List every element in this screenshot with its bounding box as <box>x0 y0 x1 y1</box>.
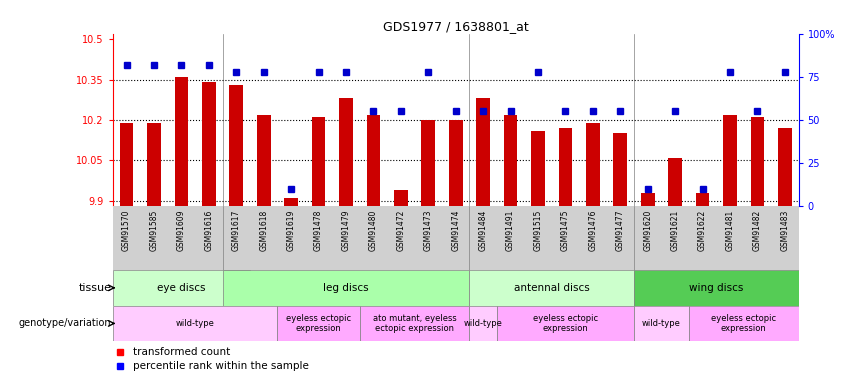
Bar <box>751 117 764 206</box>
Text: eyeless ectopic
expression: eyeless ectopic expression <box>711 314 776 333</box>
Bar <box>778 128 792 206</box>
Bar <box>634 270 799 306</box>
Bar <box>723 115 737 206</box>
Text: GSM91474: GSM91474 <box>451 209 460 251</box>
Bar <box>359 306 470 341</box>
Text: GSM91617: GSM91617 <box>232 209 240 251</box>
Bar <box>696 193 709 206</box>
Bar <box>202 82 216 206</box>
Bar <box>394 190 408 206</box>
Bar <box>312 117 326 206</box>
Text: eyeless ectopic
expression: eyeless ectopic expression <box>533 314 598 333</box>
Text: GSM91480: GSM91480 <box>369 209 378 251</box>
Bar <box>339 99 352 206</box>
Text: GSM91491: GSM91491 <box>506 209 515 251</box>
Text: wild-type: wild-type <box>175 319 214 328</box>
Text: GSM91477: GSM91477 <box>615 209 625 251</box>
Bar <box>113 306 278 341</box>
Bar <box>229 85 243 206</box>
Bar <box>503 115 517 206</box>
Bar <box>113 270 250 306</box>
Bar <box>634 306 689 341</box>
Text: GSM91478: GSM91478 <box>314 209 323 251</box>
Text: wild-type: wild-type <box>464 319 503 328</box>
Text: wing discs: wing discs <box>689 283 744 293</box>
Bar <box>614 134 627 206</box>
Bar <box>222 270 470 306</box>
Bar <box>559 128 572 206</box>
Text: GSM91619: GSM91619 <box>286 209 296 251</box>
Text: tissue: tissue <box>78 283 111 293</box>
Bar <box>470 270 634 306</box>
Bar <box>668 158 682 206</box>
Title: GDS1977 / 1638801_at: GDS1977 / 1638801_at <box>383 20 529 33</box>
Text: GSM91515: GSM91515 <box>534 209 542 251</box>
Text: GSM91473: GSM91473 <box>424 209 433 251</box>
Bar <box>120 123 134 206</box>
Bar <box>366 115 380 206</box>
Bar <box>257 115 271 206</box>
Text: transformed count: transformed count <box>134 347 231 357</box>
Text: GSM91570: GSM91570 <box>122 209 131 251</box>
Bar <box>285 198 298 206</box>
Text: GSM91618: GSM91618 <box>260 209 268 251</box>
Text: eye discs: eye discs <box>157 283 206 293</box>
Bar <box>470 306 496 341</box>
Bar <box>641 193 654 206</box>
Bar <box>174 77 188 206</box>
Bar <box>449 120 463 206</box>
Text: GSM91620: GSM91620 <box>643 209 652 251</box>
Text: GSM91621: GSM91621 <box>671 209 680 251</box>
Bar <box>422 120 435 206</box>
Text: GSM91616: GSM91616 <box>204 209 214 251</box>
Bar <box>496 306 634 341</box>
Bar <box>477 99 490 206</box>
Bar <box>531 131 545 206</box>
Text: ato mutant, eyeless
ectopic expression: ato mutant, eyeless ectopic expression <box>372 314 457 333</box>
Bar <box>689 306 799 341</box>
Text: GSM91609: GSM91609 <box>177 209 186 251</box>
Text: eyeless ectopic
expression: eyeless ectopic expression <box>286 314 352 333</box>
Bar <box>148 123 161 206</box>
Text: GSM91476: GSM91476 <box>589 209 597 251</box>
Text: GSM91475: GSM91475 <box>561 209 570 251</box>
Text: antennal discs: antennal discs <box>514 283 589 293</box>
Text: GSM91479: GSM91479 <box>341 209 351 251</box>
Bar <box>586 123 600 206</box>
Text: percentile rank within the sample: percentile rank within the sample <box>134 361 309 371</box>
Text: GSM91482: GSM91482 <box>753 209 762 251</box>
Text: GSM91472: GSM91472 <box>397 209 405 251</box>
Text: GSM91483: GSM91483 <box>780 209 789 251</box>
Text: genotype/variation: genotype/variation <box>19 318 111 328</box>
Text: GSM91585: GSM91585 <box>149 209 159 251</box>
Text: GSM91622: GSM91622 <box>698 209 707 251</box>
Text: GSM91481: GSM91481 <box>726 209 734 251</box>
Text: wild-type: wild-type <box>642 319 681 328</box>
Bar <box>278 306 359 341</box>
Text: GSM91484: GSM91484 <box>478 209 488 251</box>
Text: leg discs: leg discs <box>323 283 369 293</box>
